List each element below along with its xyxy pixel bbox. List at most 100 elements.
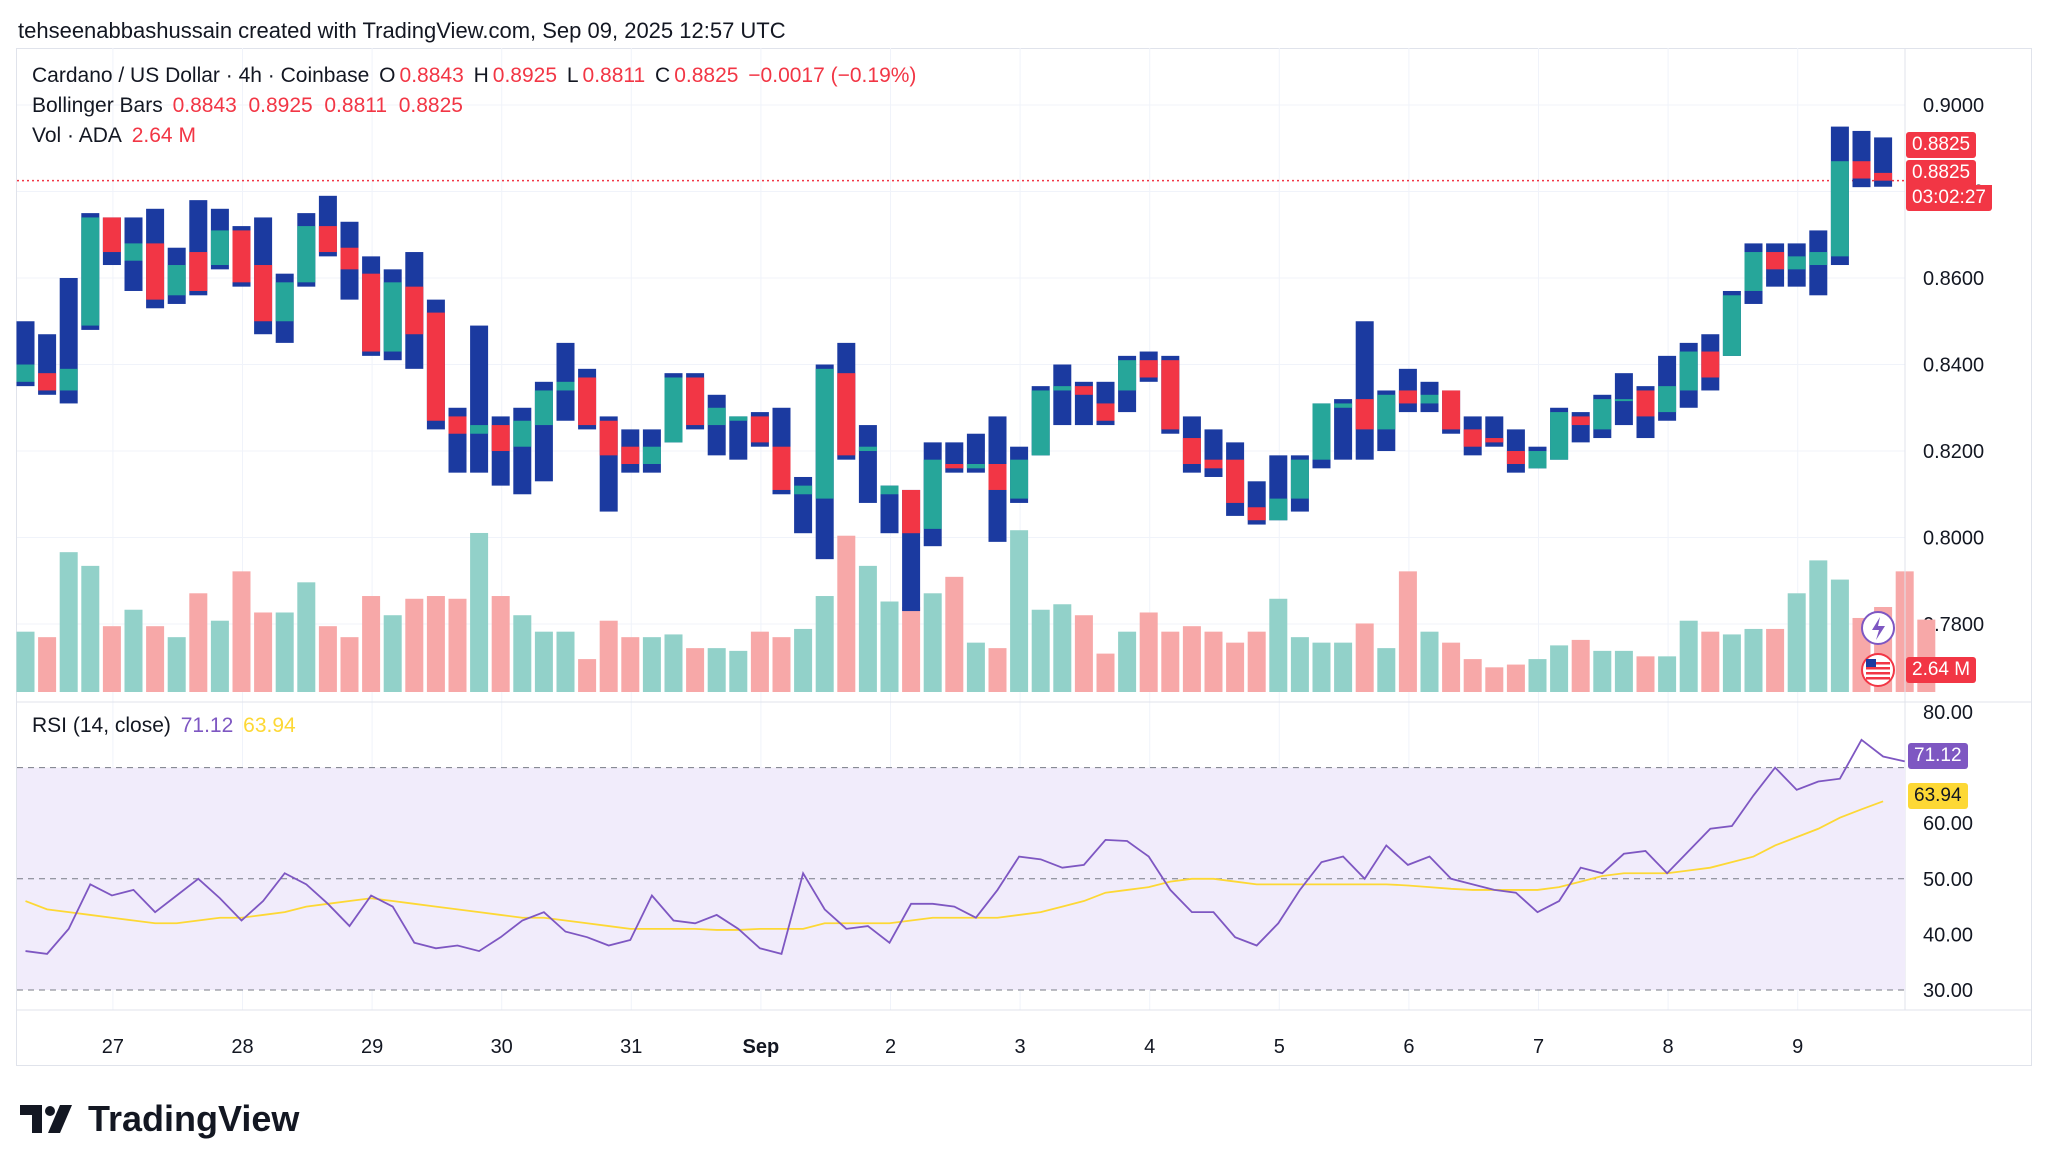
rsi-label[interactable]: RSI (14, close) xyxy=(32,714,171,737)
volume-bar xyxy=(729,650,748,692)
candle-body xyxy=(1398,390,1417,404)
brand-name: TradingView xyxy=(88,1098,300,1139)
candle-body xyxy=(1658,386,1677,413)
candle-body xyxy=(1442,390,1461,430)
rsi-value: 71.12 xyxy=(180,714,234,737)
volume-bar xyxy=(1312,642,1331,692)
volume-bar xyxy=(1182,626,1201,692)
candle-body xyxy=(1420,394,1439,404)
candle-body xyxy=(102,217,121,253)
flag-stripe xyxy=(1866,662,1890,665)
candle-range xyxy=(880,485,899,534)
volume-bar xyxy=(513,615,532,692)
volume-bar xyxy=(1269,598,1288,692)
bb-label[interactable]: Bollinger Bars xyxy=(32,94,163,117)
high-label: H xyxy=(473,64,489,87)
volume-bar xyxy=(1161,631,1180,692)
candle-body xyxy=(1722,295,1741,356)
volume-bar xyxy=(1053,604,1072,692)
candle-body xyxy=(599,420,618,456)
rsi-ma-line xyxy=(25,800,1884,931)
volume-bar xyxy=(988,648,1007,692)
volume-tag: 2.64 M xyxy=(1906,657,1977,683)
candle-body xyxy=(858,446,877,452)
tradingview-brand[interactable]: TradingView xyxy=(20,1098,299,1140)
rsi-band xyxy=(17,767,1905,990)
candle-range xyxy=(794,476,813,534)
volume-bar xyxy=(16,631,35,692)
volume-bar xyxy=(772,637,791,692)
bb-legend[interactable]: Bollinger Bars 0.8843 0.8925 0.8811 0.88… xyxy=(32,94,467,118)
volume-bar xyxy=(1614,650,1633,692)
rsi-axis-tick: 50.00 xyxy=(1923,869,1973,891)
volume-bar xyxy=(1118,631,1137,692)
candle-body xyxy=(470,425,489,434)
candle-body xyxy=(189,252,208,291)
flag-canton xyxy=(1866,659,1876,667)
time-axis-tick: 5 xyxy=(1274,1036,1285,1058)
candle-body xyxy=(1247,507,1266,521)
us-flag-icon xyxy=(1861,653,1895,687)
candle-body xyxy=(1852,161,1871,179)
price-axis-tick: 0.8400 xyxy=(1923,355,1984,377)
volume-bar xyxy=(1096,653,1115,692)
volume-bar xyxy=(1010,530,1029,692)
candle-body xyxy=(254,265,273,322)
time-axis-tick: 8 xyxy=(1663,1036,1674,1058)
flag-stripe xyxy=(1866,672,1890,675)
volume-legend[interactable]: Vol · ADA 2.64 M xyxy=(32,124,200,148)
volume-label[interactable]: Vol · ADA xyxy=(32,124,122,147)
time-axis-tick: 27 xyxy=(102,1036,124,1058)
candle-body xyxy=(362,273,381,352)
symbol-name[interactable]: Cardano / US Dollar · 4h · Coinbase xyxy=(32,64,370,87)
volume-bar xyxy=(945,576,964,692)
candle-body xyxy=(1226,459,1245,503)
candle-body xyxy=(1161,360,1180,430)
candle-body xyxy=(1528,451,1547,469)
candle-body xyxy=(1290,459,1309,499)
symbol-legend[interactable]: Cardano / US Dollar · 4h · Coinbase O 0.8… xyxy=(32,64,920,88)
time-axis-tick: 31 xyxy=(620,1036,642,1058)
volume-bar xyxy=(1701,631,1720,692)
candle-body xyxy=(405,286,424,335)
candle-body xyxy=(1312,403,1331,460)
candle-body xyxy=(1118,360,1137,391)
candle-body xyxy=(729,416,748,421)
close-value: 0.8825 xyxy=(674,64,739,87)
candle-body xyxy=(988,464,1007,490)
candle-body xyxy=(1830,161,1849,257)
rsi-axis-tick: 40.00 xyxy=(1923,924,1973,946)
candle-body xyxy=(1074,386,1093,395)
candle-body xyxy=(664,377,683,443)
candle-body xyxy=(491,425,510,452)
candle-body xyxy=(707,407,726,426)
candle-body xyxy=(1031,390,1050,456)
candle-body xyxy=(945,464,964,469)
candle-range xyxy=(1053,364,1072,426)
candle-range xyxy=(1334,399,1353,460)
candle-body xyxy=(340,247,359,270)
volume-bar xyxy=(1679,620,1698,692)
candle-body xyxy=(38,373,57,391)
candle-body xyxy=(513,420,532,447)
volume-bar xyxy=(1398,571,1417,692)
volume-bar xyxy=(1766,628,1785,692)
volume-bar xyxy=(167,637,186,692)
volume-bar xyxy=(1290,637,1309,692)
volume-bar xyxy=(686,648,705,692)
volume-bar xyxy=(1355,623,1374,692)
open-label: O xyxy=(379,64,396,87)
volume-bar xyxy=(38,637,57,692)
price-axis-tick: 0.8000 xyxy=(1923,528,1984,550)
candle-body xyxy=(1614,399,1633,402)
volume-bar xyxy=(750,631,769,692)
candle-body xyxy=(966,464,985,469)
volume-bar xyxy=(1744,628,1763,692)
candle-range xyxy=(966,433,985,473)
bar-countdown: 03:02:27 xyxy=(1906,185,1992,211)
rsi-legend[interactable]: RSI (14, close) 71.12 63.94 xyxy=(32,714,300,738)
volume-bar xyxy=(1722,634,1741,692)
volume-bar xyxy=(534,631,553,692)
rsi-ma-value: 63.94 xyxy=(243,714,296,737)
